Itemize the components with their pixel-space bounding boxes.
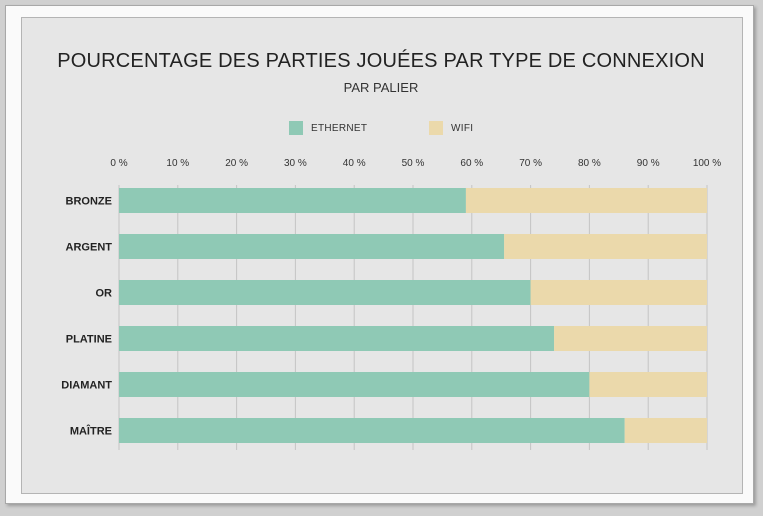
x-tick-label: 60 % — [460, 158, 483, 169]
chart-title: POURCENTAGE DES PARTIES JOUÉES PAR TYPE … — [57, 50, 705, 72]
x-tick-label: 40 % — [343, 158, 366, 169]
legend-label-wifi: WIFI — [451, 122, 474, 134]
x-tick-label: 50 % — [402, 158, 425, 169]
category-label: PLATINE — [66, 334, 112, 346]
bar-ethernet-5 — [119, 418, 625, 443]
bar-ethernet-4 — [119, 372, 590, 397]
bar-wifi-5 — [624, 418, 707, 443]
x-tick-label: 100 % — [693, 158, 721, 169]
category-label: BRONZE — [66, 196, 112, 208]
legend-item-wifi: WIFI — [429, 120, 473, 136]
bar-ethernet-3 — [119, 326, 555, 351]
bar-wifi-1 — [504, 234, 707, 259]
x-tick-label: 30 % — [284, 158, 307, 169]
bar-ethernet-2 — [119, 280, 531, 305]
x-tick-label: 70 % — [519, 158, 542, 169]
chart-subtitle: PAR PALIER — [343, 80, 419, 95]
x-tick-label: 10 % — [166, 158, 189, 169]
x-tick-label: 80 % — [578, 158, 601, 169]
legend-label-ethernet: ETHERNET — [311, 122, 368, 134]
x-tick-label: 0 % — [110, 158, 127, 169]
legend-swatch-ethernet — [289, 121, 303, 135]
bar-wifi-2 — [530, 280, 707, 305]
category-label: DIAMANT — [61, 380, 112, 392]
bar-ethernet-1 — [119, 234, 505, 259]
category-label: MAÎTRE — [70, 425, 112, 438]
category-label: OR — [96, 288, 113, 300]
bar-wifi-4 — [589, 372, 707, 397]
bar-ethernet-0 — [119, 188, 466, 213]
legend-swatch-wifi — [429, 121, 443, 135]
x-tick-label: 90 % — [637, 158, 660, 169]
x-tick-label: 20 % — [225, 158, 248, 169]
bar-wifi-3 — [554, 326, 707, 351]
category-label: ARGENT — [66, 242, 113, 254]
bar-wifi-0 — [465, 188, 707, 213]
legend-item-ethernet: ETHERNET — [289, 120, 367, 136]
